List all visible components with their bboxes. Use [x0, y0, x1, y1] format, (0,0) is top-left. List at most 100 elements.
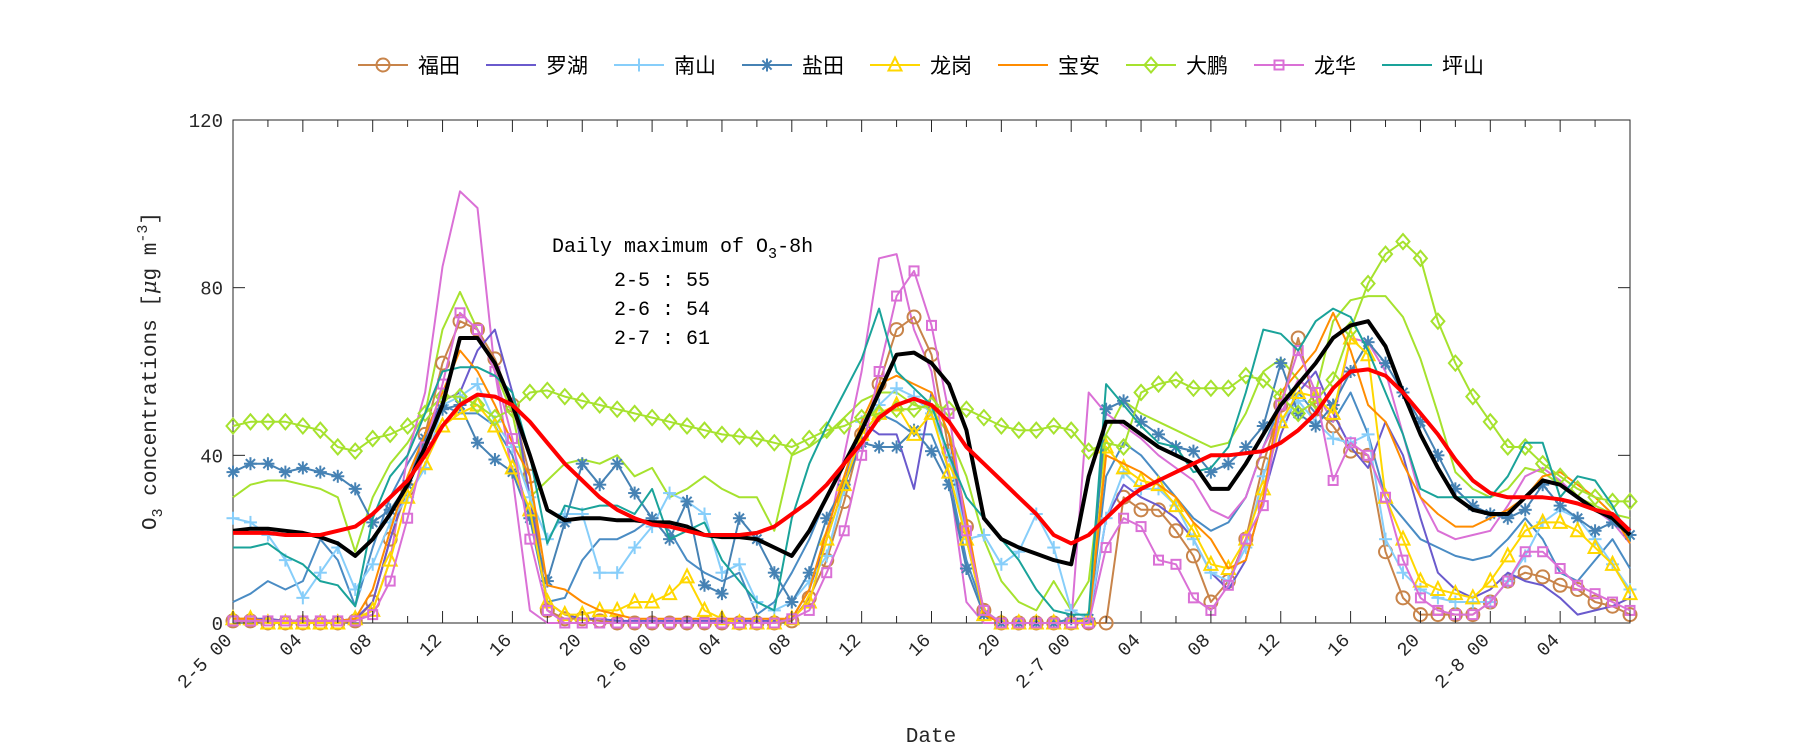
- series-龙岗-point: [399, 487, 416, 504]
- series-龙华-point: [349, 615, 361, 627]
- series-大鹏-point: [1010, 421, 1027, 440]
- series-unlabeled-2-line: [233, 190, 1631, 624]
- series-盐田-point: [226, 465, 240, 479]
- series-南山-point: [890, 381, 904, 395]
- series-大鹏-point: [731, 427, 748, 446]
- legend-label: 坪山: [1442, 54, 1484, 78]
- series-大鹏-point: [661, 412, 678, 431]
- series-福田-point: [1430, 607, 1446, 623]
- series-南山-point: [628, 541, 642, 555]
- series-龙岗-point: [1115, 458, 1132, 475]
- series-龙华-point: [559, 617, 571, 629]
- series-盐田-point: [925, 444, 938, 458]
- series-龙岗-point: [1604, 554, 1621, 571]
- legend-item-福田: 福田: [358, 54, 460, 78]
- legend-label: 盐田: [802, 54, 844, 78]
- series-龙岗-point: [1534, 512, 1551, 529]
- series-盐田-point: [470, 436, 484, 450]
- series-龙岗-point: [1464, 588, 1481, 605]
- series-盐田-point: [296, 461, 310, 475]
- series-龙岗-point: [643, 592, 661, 609]
- series-大鹏-point: [225, 416, 241, 436]
- series-龙华-point: [698, 617, 710, 629]
- x-tick-label: 04: [275, 630, 307, 662]
- series-大鹏-point: [836, 416, 853, 436]
- legend-marker-asterisk: [760, 58, 774, 72]
- series-福田-point: [1517, 565, 1533, 581]
- legend-label: 宝安: [1058, 54, 1100, 78]
- x-tick-label: 12: [834, 630, 866, 662]
- series-盐田-point: [1186, 444, 1200, 458]
- series-龙岗-point: [1132, 470, 1150, 487]
- x-tick-label: 16: [1323, 630, 1355, 662]
- legend-item-宝安: 宝安: [998, 54, 1100, 78]
- series-龙华-point: [1310, 386, 1322, 398]
- series-南山-point: [663, 486, 677, 500]
- series-龙华-point: [1519, 546, 1531, 558]
- x-tick-label: 04: [1533, 630, 1565, 662]
- legend-marker-triangle: [886, 55, 904, 72]
- series-大鹏-point: [277, 412, 294, 431]
- x-tick-label: 12: [415, 630, 447, 662]
- series-大鹏-point: [469, 396, 486, 415]
- series-盐田-point: [261, 457, 275, 471]
- x-tick-label: 2-8 00: [1431, 630, 1495, 694]
- series-龙岗-point: [1412, 571, 1429, 588]
- series-盐田-point: [890, 440, 904, 454]
- series-大鹏-point: [1395, 232, 1411, 251]
- series-龙华-point: [1222, 579, 1234, 591]
- series-大鹏-point: [382, 425, 398, 444]
- series-盐田-point: [1221, 457, 1235, 471]
- series-福田-point: [1552, 577, 1568, 593]
- x-tick-label: 20: [555, 630, 587, 662]
- series-龙岗-point: [259, 613, 277, 630]
- series-龙华-point: [838, 525, 850, 537]
- series-龙华-point: [1537, 546, 1549, 558]
- series-盐田-point: [680, 494, 694, 508]
- legend: 福田 罗湖 南山 盐田 龙岗 宝安 大鹏 龙华 坪山: [358, 54, 1484, 78]
- series-龙华-point: [1397, 554, 1409, 566]
- series-龙岗-point: [661, 583, 678, 601]
- series-大鹏-point: [347, 442, 364, 461]
- series-龙华-point: [1153, 554, 1165, 566]
- series-宝安: [233, 311, 1631, 624]
- series-南山-point: [732, 557, 746, 571]
- series-盐田-point: [697, 578, 711, 592]
- series-盐田-point: [348, 482, 362, 496]
- y-tick-label: 120: [189, 111, 223, 133]
- series-大鹏-point: [1080, 442, 1097, 461]
- series-南山-point: [226, 511, 240, 525]
- series-大鹏-point: [1063, 421, 1080, 440]
- series-龙华-point: [1135, 521, 1147, 533]
- series-龙华-point: [524, 533, 536, 545]
- series-福田-point: [1395, 590, 1411, 606]
- x-axis-label: Date: [906, 726, 956, 749]
- series-福田-point: [906, 309, 922, 325]
- series-南山-point: [977, 528, 991, 542]
- series-龙岗-point: [329, 613, 346, 630]
- series-龙岗-point: [1517, 521, 1534, 538]
- series-龙华-point: [314, 615, 326, 627]
- legend-item-罗湖: 罗湖: [486, 54, 588, 78]
- series-盐田-point: [767, 566, 781, 580]
- series-龙岗-point: [1569, 521, 1586, 538]
- series-盐田-point: [785, 595, 799, 609]
- series-大鹏-point: [399, 416, 416, 436]
- series-盐田-point: [732, 511, 746, 525]
- series-南山-point: [470, 377, 484, 391]
- series-unlabeled-13-line: [233, 367, 1632, 546]
- series-大鹏-point: [714, 425, 730, 444]
- series-龙岗-point: [1167, 495, 1185, 513]
- series-南山-point: [313, 566, 327, 580]
- series-龙华-point: [1589, 588, 1601, 600]
- series-大鹏-point: [1307, 391, 1324, 410]
- series-龙岗-point: [1202, 554, 1220, 571]
- x-tick-label: 2-7 00: [1012, 630, 1076, 694]
- series-龙岗-point: [347, 609, 364, 626]
- series-龙华-point: [471, 324, 483, 336]
- series-龙华-point: [1048, 617, 1060, 629]
- series-unlabeled-0: [232, 391, 1631, 624]
- series-龙岗-point: [940, 462, 958, 479]
- series-大鹏-point: [609, 400, 625, 419]
- x-tick-label: 08: [764, 630, 796, 662]
